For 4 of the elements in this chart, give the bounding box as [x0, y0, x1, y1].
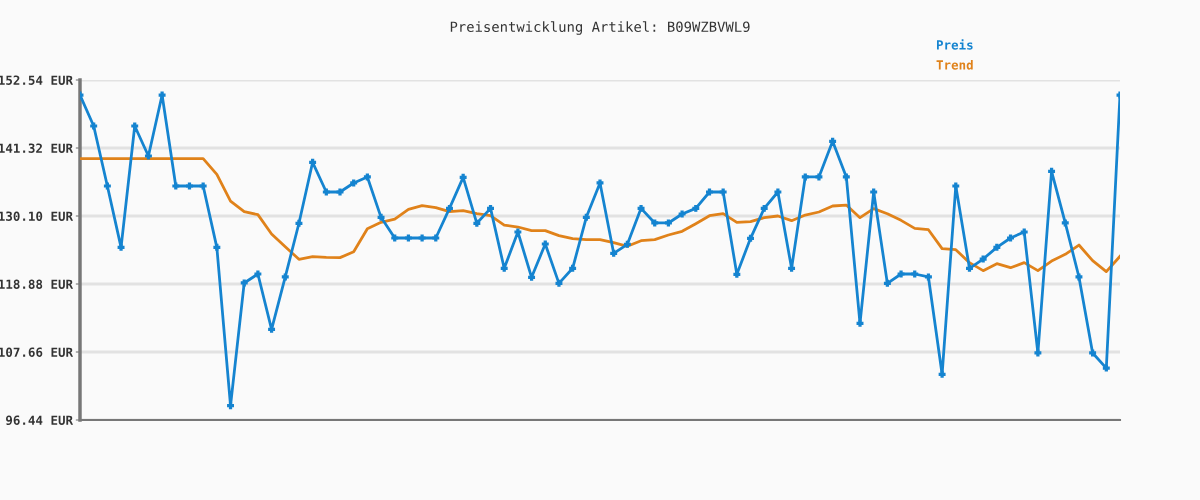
chart-title: Preisentwicklung Artikel: B09WZBVWL9: [450, 21, 750, 35]
text: Trend: [936, 59, 973, 70]
y-tick-label: 96.44 EUR: [6, 415, 74, 425]
text: Preis: [936, 39, 973, 50]
